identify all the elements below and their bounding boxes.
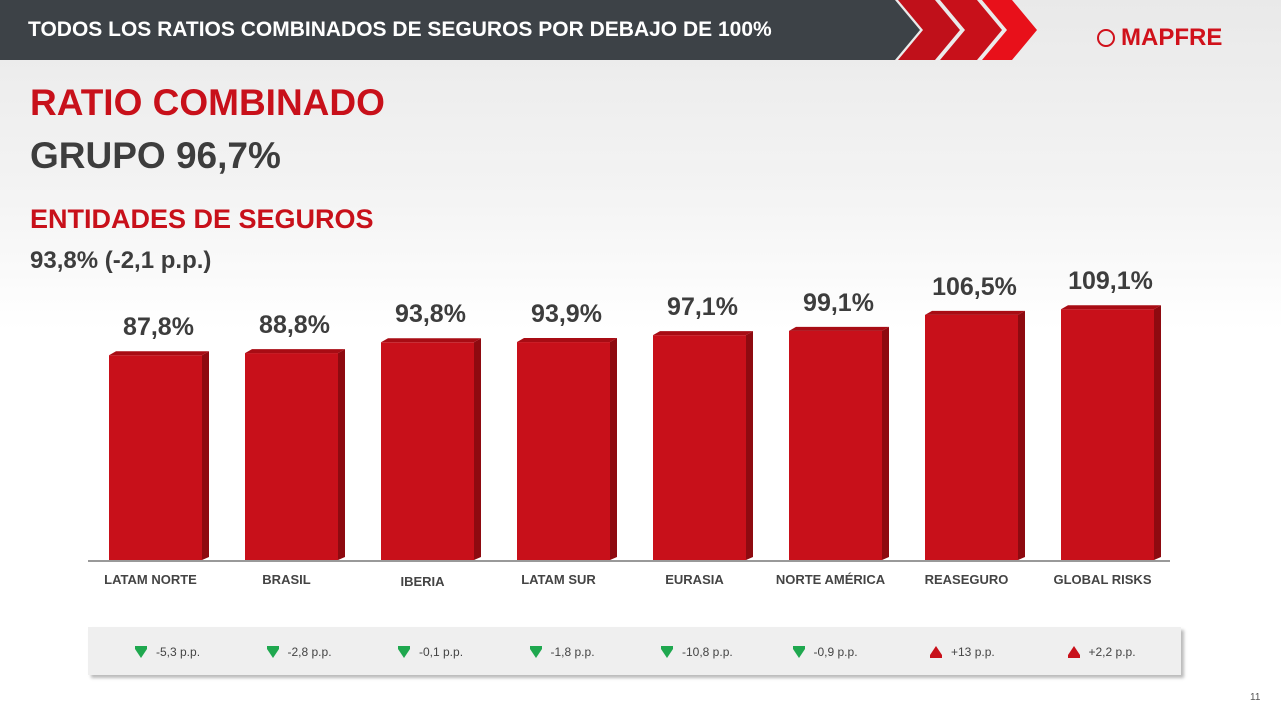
- category-label: REASEGURO: [924, 572, 1009, 587]
- data-label: 97,1%: [667, 293, 738, 322]
- arrow-down-icon: [135, 646, 147, 658]
- group-ratio: GRUPO 96,7%: [30, 135, 281, 176]
- chevrons-decoration: [878, 0, 1037, 60]
- change-value: -2,8 p.p.: [287, 645, 332, 659]
- change-item: +2,2 p.p.: [1067, 645, 1136, 659]
- data-label: 93,9%: [531, 300, 602, 329]
- change-item: -5,3 p.p.: [135, 645, 200, 659]
- data-label: 109,1%: [1068, 267, 1153, 296]
- logo-emblem-icon: [1097, 29, 1115, 47]
- change-item: -1,8 p.p.: [529, 645, 595, 659]
- data-label: 93,8%: [395, 300, 466, 329]
- arrow-down-icon: [529, 646, 542, 658]
- section-value: 93,8% (-2,1 p.p.): [30, 247, 212, 274]
- category-label: GLOBAL RISKS: [1053, 572, 1152, 587]
- header-banner: TODOS LOS RATIOS COMBINADOS DE SEGUROS P…: [0, 0, 895, 60]
- bar: [925, 310, 1025, 560]
- bar: [1061, 305, 1161, 560]
- change-value: -10,8 p.p.: [682, 645, 733, 659]
- bar: [109, 351, 209, 560]
- mapfre-logo: MAPFRE: [1097, 24, 1222, 52]
- change-value: -0,1 p.p.: [419, 645, 464, 659]
- changes-strip: [88, 627, 1181, 675]
- category-label: IBERIA: [400, 574, 445, 589]
- change-item: -0,1 p.p.: [398, 645, 463, 659]
- header-title: TODOS LOS RATIOS COMBINADOS DE SEGUROS P…: [28, 18, 772, 41]
- change-value: -0,9 p.p.: [813, 645, 858, 659]
- category-label: NORTE AMÉRICA: [775, 572, 886, 587]
- change-item: -0,9 p.p.: [792, 645, 858, 659]
- change-item: -10,8 p.p.: [661, 645, 733, 659]
- change-item: +13 p.p.: [930, 645, 995, 659]
- change-value: -5,3 p.p.: [156, 645, 201, 659]
- category-label: EURASIA: [665, 572, 724, 587]
- arrow-down-icon: [792, 646, 805, 658]
- data-label: 99,1%: [803, 288, 874, 317]
- arrow-up-icon: [930, 646, 942, 658]
- data-label: 88,8%: [259, 311, 330, 340]
- arrow-down-icon: [398, 646, 410, 658]
- bar: [653, 331, 753, 560]
- arrow-down-icon: [266, 646, 279, 658]
- change-value: -1,8 p.p.: [550, 645, 595, 659]
- bar: [245, 349, 345, 560]
- logo-text: MAPFRE: [1121, 24, 1223, 51]
- page-title: RATIO COMBINADO: [30, 82, 385, 123]
- bar: [517, 338, 617, 560]
- data-label: 87,8%: [123, 313, 194, 342]
- page-number: 11: [1250, 692, 1261, 703]
- data-label: 106,5%: [932, 272, 1017, 301]
- bar: [381, 338, 481, 560]
- category-label: LATAM NORTE: [104, 572, 197, 587]
- change-item: -2,8 p.p.: [266, 645, 332, 659]
- change-value: +2,2 p.p.: [1088, 645, 1136, 659]
- category-label: BRASIL: [262, 572, 311, 587]
- change-value: +13 p.p.: [951, 645, 995, 659]
- bar-chart: [88, 305, 1170, 562]
- section-subtitle: ENTIDADES DE SEGUROS: [30, 204, 374, 234]
- arrow-down-icon: [661, 646, 673, 658]
- category-label: LATAM SUR: [521, 572, 596, 587]
- bar: [789, 326, 889, 560]
- arrow-up-icon: [1067, 646, 1080, 658]
